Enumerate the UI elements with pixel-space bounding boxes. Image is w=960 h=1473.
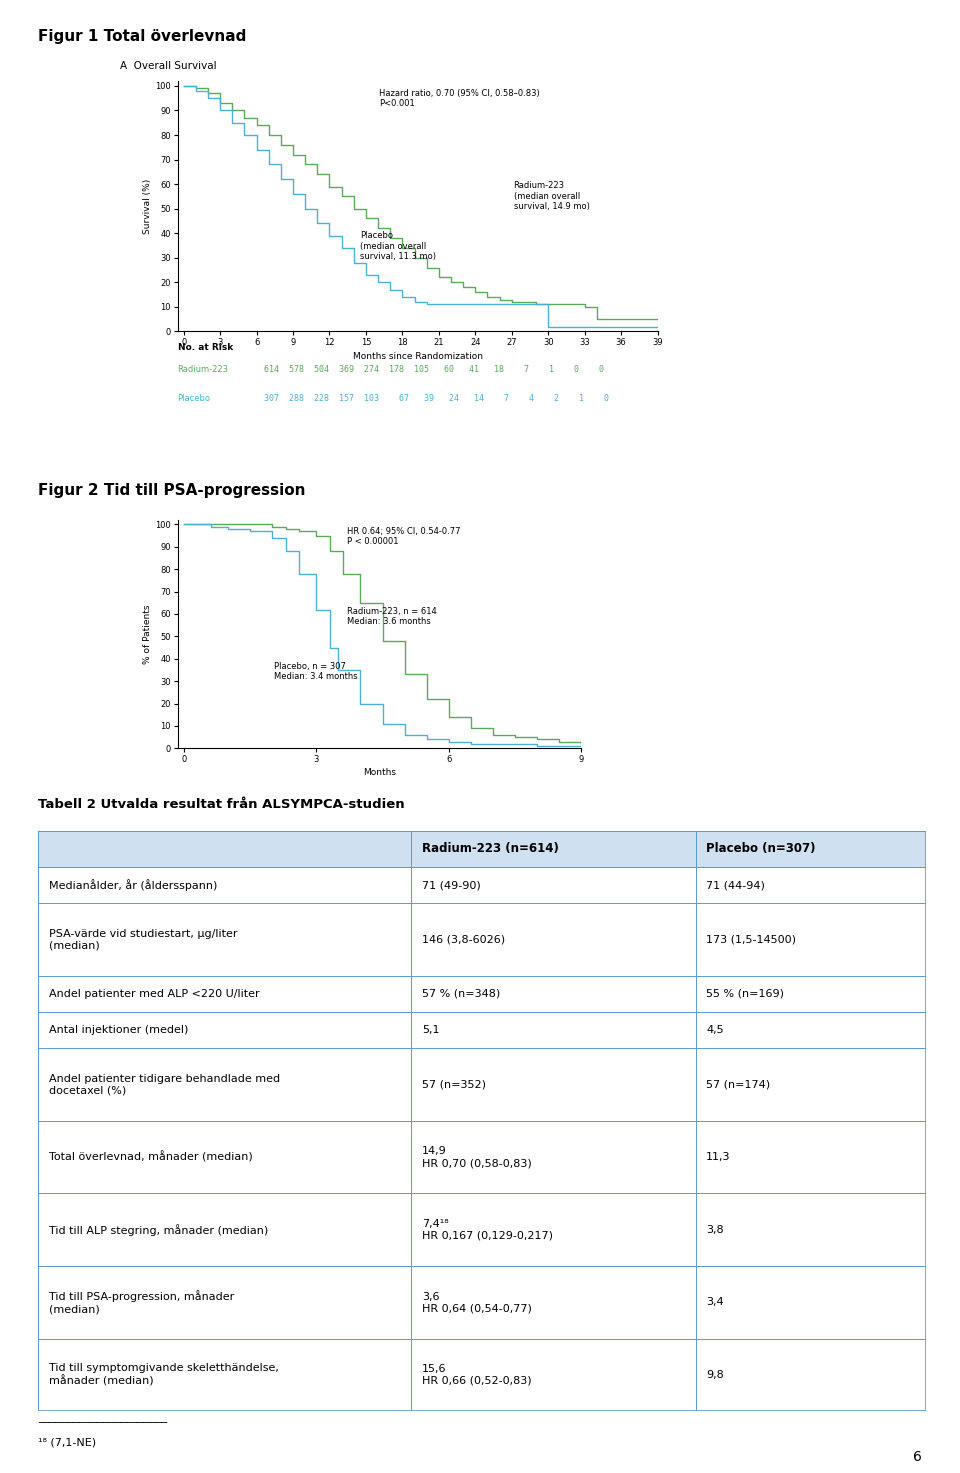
Bar <box>696 831 926 868</box>
Text: Figur 1 Total överlevnad: Figur 1 Total överlevnad <box>38 29 247 44</box>
Text: 5,1: 5,1 <box>422 1025 440 1036</box>
Text: 3,6
HR 0,64 (0,54-0,77): 3,6 HR 0,64 (0,54-0,77) <box>422 1292 532 1312</box>
Bar <box>411 1121 695 1193</box>
Y-axis label: % of Patients: % of Patients <box>143 604 152 664</box>
Bar <box>696 1265 926 1339</box>
Text: Placebo
(median overall
survival, 11.3 mo): Placebo (median overall survival, 11.3 m… <box>360 231 436 261</box>
Text: 7,4¹⁸
HR 0,167 (0,129-0,217): 7,4¹⁸ HR 0,167 (0,129-0,217) <box>422 1220 553 1240</box>
Text: A  Overall Survival: A Overall Survival <box>120 60 217 71</box>
Text: Placebo (n=307): Placebo (n=307) <box>707 843 816 856</box>
Text: Medianålder, år (åldersspann): Medianålder, år (åldersspann) <box>49 879 217 891</box>
Y-axis label: Survival (%): Survival (%) <box>143 178 152 234</box>
Bar <box>696 1012 926 1049</box>
Bar <box>696 1121 926 1193</box>
Bar <box>38 1049 411 1121</box>
Bar <box>38 1339 411 1411</box>
Bar <box>696 1193 926 1265</box>
Bar <box>696 868 926 903</box>
Bar <box>411 1265 695 1339</box>
X-axis label: Months: Months <box>363 769 396 778</box>
Text: 307  288  228  157  103    67   39   24   14    7    4    2    1    0: 307 288 228 157 103 67 39 24 14 7 4 2 1 … <box>264 393 609 404</box>
Text: Andel patienter tidigare behandlade med
docetaxel (%): Andel patienter tidigare behandlade med … <box>49 1074 280 1096</box>
Text: No. at Risk: No. at Risk <box>178 343 233 352</box>
Text: Tid till PSA-progression, månader
(median): Tid till PSA-progression, månader (media… <box>49 1290 234 1314</box>
Bar <box>696 903 926 975</box>
Text: 71 (44-94): 71 (44-94) <box>707 881 765 890</box>
Bar <box>38 868 411 903</box>
Text: PSA-värde vid studiestart, µg/liter
(median): PSA-värde vid studiestart, µg/liter (med… <box>49 929 237 950</box>
Text: Radium-223, n = 614
Median: 3.6 months: Radium-223, n = 614 Median: 3.6 months <box>347 607 437 626</box>
Bar <box>38 831 411 868</box>
Bar <box>411 868 695 903</box>
Bar <box>38 975 411 1012</box>
Bar <box>696 975 926 1012</box>
Text: 57 % (n=348): 57 % (n=348) <box>422 988 500 999</box>
Text: 9,8: 9,8 <box>707 1370 724 1380</box>
Text: Tabell 2 Utvalda resultat från ALSYMPCA-studien: Tabell 2 Utvalda resultat från ALSYMPCA-… <box>38 798 405 812</box>
Text: Tid till ALP stegring, månader (median): Tid till ALP stegring, månader (median) <box>49 1224 268 1236</box>
Text: 11,3: 11,3 <box>707 1152 731 1162</box>
Text: Antal injektioner (medel): Antal injektioner (medel) <box>49 1025 188 1036</box>
Bar <box>696 1339 926 1411</box>
X-axis label: Months since Randomization: Months since Randomization <box>352 352 483 361</box>
Bar <box>411 975 695 1012</box>
Bar <box>411 903 695 975</box>
Bar <box>38 903 411 975</box>
Bar <box>411 1012 695 1049</box>
Text: Placebo: Placebo <box>178 393 210 404</box>
Bar <box>38 1193 411 1265</box>
Text: 173 (1,5-14500): 173 (1,5-14500) <box>707 934 796 944</box>
Text: Total överlevnad, månader (median): Total överlevnad, månader (median) <box>49 1152 252 1162</box>
Bar <box>696 1049 926 1121</box>
Text: 71 (49-90): 71 (49-90) <box>422 881 481 890</box>
Text: 57 (n=174): 57 (n=174) <box>707 1080 770 1090</box>
Text: 614  578  504  369  274  178  105   60   41   18    7    1    0    0: 614 578 504 369 274 178 105 60 41 18 7 1… <box>264 365 604 374</box>
Text: 15,6
HR 0,66 (0,52-0,83): 15,6 HR 0,66 (0,52-0,83) <box>422 1364 532 1386</box>
Text: 3,8: 3,8 <box>707 1224 724 1234</box>
Text: ──────────────────────: ────────────────────── <box>38 1418 168 1429</box>
Text: Andel patienter med ALP <220 U/liter: Andel patienter med ALP <220 U/liter <box>49 988 260 999</box>
Bar <box>411 1193 695 1265</box>
Bar <box>411 1049 695 1121</box>
Bar <box>38 1012 411 1049</box>
Bar <box>411 831 695 868</box>
Text: ¹⁸ (7,1-NE): ¹⁸ (7,1-NE) <box>38 1438 97 1448</box>
Text: Radium-223
(median overall
survival, 14.9 mo): Radium-223 (median overall survival, 14.… <box>514 181 589 211</box>
Text: Figur 2 Tid till PSA-progression: Figur 2 Tid till PSA-progression <box>38 483 306 498</box>
Bar <box>38 1121 411 1193</box>
Text: 57 (n=352): 57 (n=352) <box>422 1080 486 1090</box>
Text: Placebo, n = 307
Median: 3.4 months: Placebo, n = 307 Median: 3.4 months <box>275 661 358 681</box>
Bar <box>411 1339 695 1411</box>
Text: 4,5: 4,5 <box>707 1025 724 1036</box>
Text: 3,4: 3,4 <box>707 1298 724 1308</box>
Text: 146 (3,8-6026): 146 (3,8-6026) <box>422 934 505 944</box>
Bar <box>38 1265 411 1339</box>
Text: 55 % (n=169): 55 % (n=169) <box>707 988 784 999</box>
Text: 6: 6 <box>913 1449 922 1464</box>
Text: Tid till symptomgivande skeletthändelse,
månader (median): Tid till symptomgivande skeletthändelse,… <box>49 1363 279 1386</box>
Text: Radium-223: Radium-223 <box>178 365 228 374</box>
Text: Radium-223 (n=614): Radium-223 (n=614) <box>422 843 559 856</box>
Text: HR 0.64; 95% CI, 0.54-0.77
P < 0.00001: HR 0.64; 95% CI, 0.54-0.77 P < 0.00001 <box>347 527 461 546</box>
Text: Hazard ratio, 0.70 (95% CI, 0.58–0.83)
P<0.001: Hazard ratio, 0.70 (95% CI, 0.58–0.83) P… <box>379 88 540 108</box>
Text: 14,9
HR 0,70 (0,58-0,83): 14,9 HR 0,70 (0,58-0,83) <box>422 1146 532 1168</box>
